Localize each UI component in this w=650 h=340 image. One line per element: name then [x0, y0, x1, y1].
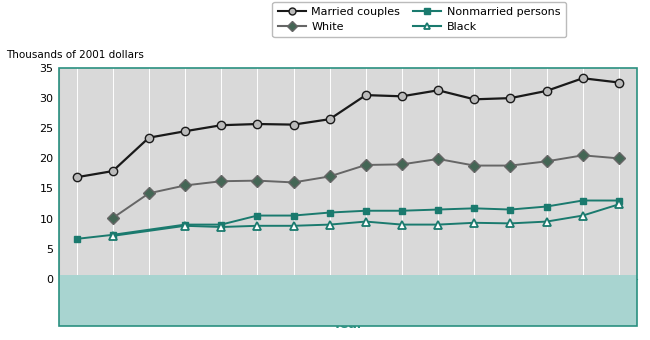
Legend: Married couples, White, Nonmarried persons, Black: Married couples, White, Nonmarried perso…	[272, 2, 566, 37]
X-axis label: Year: Year	[332, 318, 363, 331]
Text: Thousands of 2001 dollars: Thousands of 2001 dollars	[6, 50, 144, 59]
